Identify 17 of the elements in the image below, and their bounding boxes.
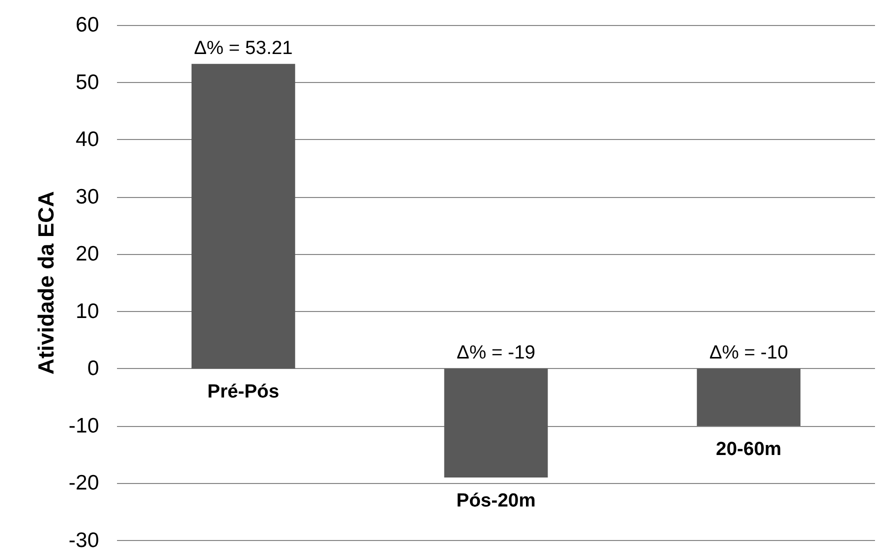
x-tick-label: Pré-Pós — [207, 382, 280, 403]
y-tick-label: 20 — [76, 242, 99, 266]
y-tick-label: -30 — [68, 529, 99, 551]
y-axis-title: Atividade da ECA — [34, 190, 58, 374]
y-tick-label: 10 — [76, 300, 99, 323]
x-tick-label: Pós-20m — [456, 490, 536, 512]
data-label: Δ% = -10 — [709, 342, 788, 364]
data-label: Δ% = -19 — [456, 342, 536, 364]
y-tick-label: 60 — [76, 14, 99, 36]
data-label: Δ% = 53.21 — [194, 38, 293, 59]
y-tick-label: 40 — [76, 128, 99, 152]
x-tick-label: 20-60m — [716, 438, 782, 460]
y-tick-label: 50 — [76, 70, 99, 94]
y-tick-label: 0 — [87, 357, 99, 380]
y-tick-label: 30 — [76, 185, 99, 208]
y-tick-label: -10 — [68, 414, 99, 438]
y-tick-label: -20 — [68, 472, 99, 495]
